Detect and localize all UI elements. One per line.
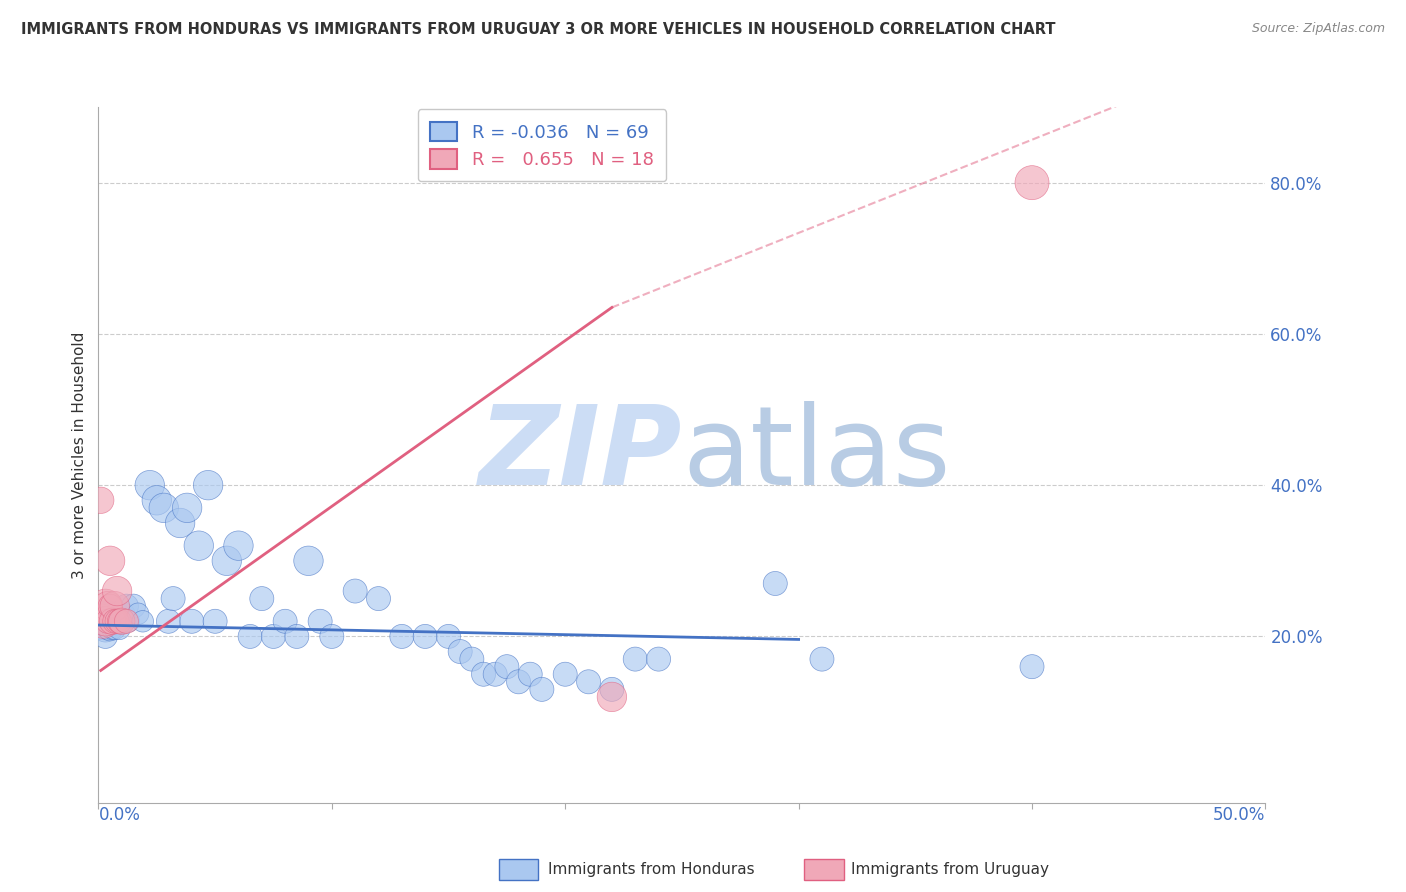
Point: [204, 615, 226, 629]
Point: [97, 615, 120, 629]
Point: [91, 615, 114, 629]
Point: [90, 493, 112, 508]
Point: [239, 629, 262, 643]
Text: atlas: atlas: [682, 401, 950, 508]
Point: [94, 622, 117, 636]
Point: [98, 615, 121, 629]
Point: [104, 615, 127, 629]
Point: [90, 622, 112, 636]
Point: [152, 500, 174, 515]
Point: [146, 493, 169, 508]
Text: IMMIGRANTS FROM HONDURAS VS IMMIGRANTS FROM URUGUAY 3 OR MORE VEHICLES IN HOUSEH: IMMIGRANTS FROM HONDURAS VS IMMIGRANTS F…: [21, 22, 1056, 37]
Point: [309, 615, 332, 629]
Point: [139, 478, 162, 492]
Text: 50.0%: 50.0%: [1213, 806, 1265, 824]
Point: [180, 615, 202, 629]
Point: [472, 667, 495, 681]
Point: [176, 500, 198, 515]
Point: [367, 591, 389, 606]
Point: [508, 674, 530, 689]
Point: [127, 607, 149, 621]
Point: [101, 615, 124, 629]
Point: [97, 599, 120, 614]
Point: [197, 478, 219, 492]
Point: [187, 539, 209, 553]
Point: [215, 554, 238, 568]
Point: [262, 629, 284, 643]
Point: [1021, 659, 1043, 673]
Point: [104, 622, 127, 636]
Point: [91, 622, 114, 636]
Point: [600, 690, 623, 704]
Point: [344, 584, 367, 599]
Point: [297, 554, 319, 568]
Point: [391, 629, 413, 643]
Point: [285, 629, 308, 643]
Point: [105, 615, 128, 629]
Point: [94, 599, 117, 614]
Point: [274, 615, 297, 629]
Point: [111, 615, 134, 629]
Point: [449, 644, 471, 658]
Point: [115, 599, 138, 614]
Point: [811, 652, 834, 666]
Point: [104, 599, 127, 614]
Legend: R = -0.036   N = 69, R =   0.655   N = 18: R = -0.036 N = 69, R = 0.655 N = 18: [418, 109, 666, 181]
Point: [461, 652, 484, 666]
Point: [647, 652, 669, 666]
Point: [228, 539, 250, 553]
Point: [108, 622, 131, 636]
Point: [118, 615, 141, 629]
Point: [495, 659, 517, 673]
Point: [554, 667, 576, 681]
Point: [90, 615, 112, 629]
Point: [97, 622, 120, 636]
Point: [101, 622, 124, 636]
Point: [98, 554, 121, 568]
Point: [104, 615, 127, 629]
Point: [484, 667, 506, 681]
Text: 0.0%: 0.0%: [98, 806, 141, 824]
Point: [162, 591, 184, 606]
Point: [437, 629, 460, 643]
Point: [98, 607, 121, 621]
Point: [578, 674, 600, 689]
Y-axis label: 3 or more Vehicles in Household: 3 or more Vehicles in Household: [72, 331, 87, 579]
Point: [105, 615, 128, 629]
Point: [98, 622, 121, 636]
Point: [115, 615, 138, 629]
Point: [250, 591, 273, 606]
Point: [97, 607, 120, 621]
Point: [132, 615, 155, 629]
Point: [108, 615, 131, 629]
Point: [169, 516, 191, 530]
Point: [519, 667, 541, 681]
Text: ZIP: ZIP: [478, 401, 682, 508]
Point: [97, 615, 120, 629]
Point: [94, 615, 117, 629]
Point: [98, 599, 121, 614]
Point: [94, 629, 117, 643]
Point: [157, 615, 180, 629]
Point: [624, 652, 647, 666]
Point: [530, 682, 553, 697]
Point: [94, 615, 117, 629]
Point: [413, 629, 436, 643]
Point: [101, 615, 124, 629]
Point: [763, 576, 786, 591]
Point: [122, 599, 145, 614]
Point: [105, 584, 128, 599]
Text: Immigrants from Uruguay: Immigrants from Uruguay: [851, 863, 1049, 877]
Point: [321, 629, 343, 643]
Point: [105, 607, 128, 621]
Point: [1021, 176, 1043, 190]
Point: [112, 607, 135, 621]
Point: [600, 682, 623, 697]
Point: [91, 615, 114, 629]
Text: Source: ZipAtlas.com: Source: ZipAtlas.com: [1251, 22, 1385, 36]
Text: Immigrants from Honduras: Immigrants from Honduras: [548, 863, 755, 877]
Point: [111, 615, 134, 629]
